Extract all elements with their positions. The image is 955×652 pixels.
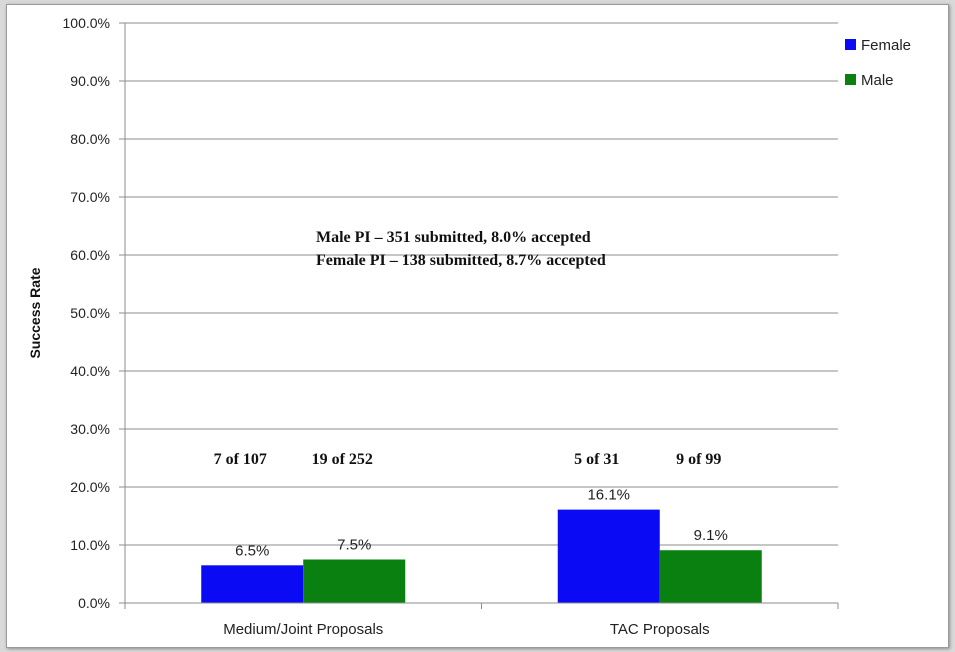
- y-tick-label: 0.0%: [78, 595, 110, 611]
- legend-swatch-male: [845, 74, 856, 85]
- value-label: 9.1%: [694, 527, 728, 544]
- y-tick-label: 20.0%: [70, 479, 110, 495]
- legend: Female Male: [845, 37, 911, 89]
- y-tick-label: 10.0%: [70, 537, 110, 553]
- bar-male: [303, 559, 406, 603]
- legend-swatch-female: [845, 39, 856, 50]
- bar-female: [201, 565, 304, 603]
- bar-female: [557, 509, 660, 603]
- y-tick-label: 50.0%: [70, 305, 110, 321]
- y-tick-label: 30.0%: [70, 421, 110, 437]
- bars: [201, 509, 762, 603]
- legend-label-male: Male: [861, 72, 894, 89]
- chart-frame: [6, 4, 949, 648]
- y-tick-label: 60.0%: [70, 247, 110, 263]
- bar-male: [659, 550, 762, 603]
- count-label: 7 of 107: [214, 451, 267, 468]
- annotations: Male PI – 351 submitted, 8.0% accepted Fe…: [316, 229, 606, 269]
- x-category-label: Medium/Joint Proposals: [223, 621, 383, 638]
- y-tick-label: 80.0%: [70, 131, 110, 147]
- axes: [119, 22, 839, 609]
- value-label: 16.1%: [587, 487, 630, 504]
- value-label: 7.5%: [337, 537, 371, 554]
- y-axis-label: Success Rate: [27, 267, 43, 358]
- y-tick-labels: 0.0% 10.0% 20.0% 30.0% 40.0% 50.0% 60.0% 70.0% 8…: [63, 15, 110, 611]
- y-tick-label: 90.0%: [70, 73, 110, 89]
- data-labels: 6.5% 7 of 107 7.5% 19 of 252 16.1% 5 of 31 9.1…: [214, 451, 728, 560]
- value-label: 6.5%: [235, 542, 269, 559]
- category-labels: Medium/Joint Proposals TAC Proposals: [223, 621, 709, 638]
- annotation-text: Female PI – 138 submitted, 8.7% accepted: [316, 252, 606, 269]
- legend-label-female: Female: [861, 37, 911, 54]
- count-label: 5 of 31: [574, 451, 619, 468]
- count-label: 9 of 99: [676, 451, 721, 468]
- x-category-label: TAC Proposals: [610, 621, 710, 638]
- count-label: 19 of 252: [312, 451, 373, 468]
- gridlines: [125, 22, 838, 546]
- y-tick-label: 70.0%: [70, 189, 110, 205]
- y-tick-label: 100.0%: [63, 15, 110, 31]
- annotation-text: Male PI – 351 submitted, 8.0% accepted: [316, 229, 591, 246]
- y-tick-label: 40.0%: [70, 363, 110, 379]
